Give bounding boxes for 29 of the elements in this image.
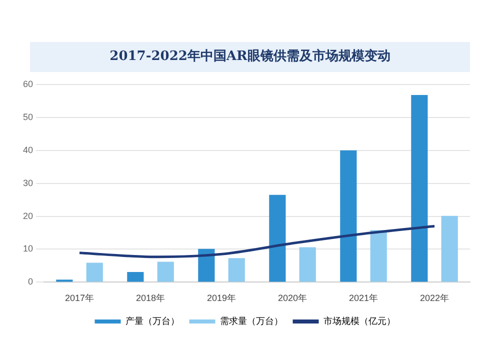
bar xyxy=(198,248,215,282)
y-tick-label: 30 xyxy=(22,178,34,188)
legend-label: 市场规模（亿元） xyxy=(323,316,396,326)
y-tick-label: 10 xyxy=(22,244,34,254)
y-tick-label: 20 xyxy=(22,210,34,221)
bar xyxy=(86,262,103,282)
legend-label: 需求量（万台） xyxy=(220,316,283,326)
y-tick-label: 60 xyxy=(22,78,34,89)
x-tick-label: 2017年 xyxy=(64,293,94,304)
x-tick-label: 2020年 xyxy=(278,293,308,304)
bar xyxy=(228,258,245,282)
x-tick-label: 2021年 xyxy=(348,293,378,304)
x-tick-label: 2022年 xyxy=(420,293,450,304)
bar xyxy=(299,247,316,282)
bar xyxy=(157,262,174,282)
bar xyxy=(441,216,458,282)
bar xyxy=(370,230,387,282)
bar xyxy=(127,272,144,282)
y-tick-label: 40 xyxy=(22,144,34,155)
y-tick-label: 0 xyxy=(28,276,34,287)
bar xyxy=(269,194,286,282)
x-tick-label: 2019年 xyxy=(206,293,236,304)
legend-label: 产量（万台） xyxy=(125,316,180,326)
line-series xyxy=(78,224,436,258)
bar xyxy=(340,150,357,282)
x-tick-label: 2018年 xyxy=(136,293,166,304)
bar xyxy=(411,94,428,282)
y-tick-label: 50 xyxy=(22,112,34,122)
chart-title: 2017-2022年中国AR眼镜供需及市场规模变动 xyxy=(30,42,470,72)
